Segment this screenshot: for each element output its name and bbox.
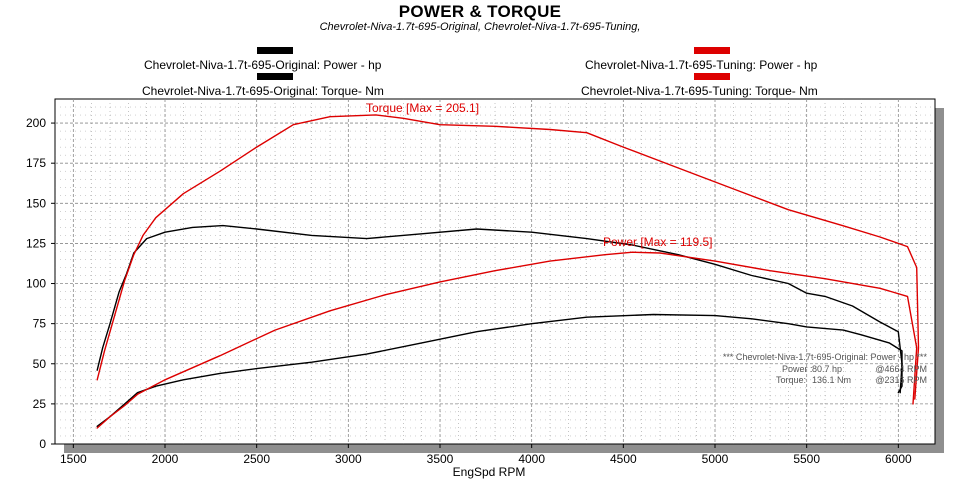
series-line-tuning-torque (96, 114, 920, 400)
chart-title: POWER & TORQUE (398, 2, 562, 21)
x-tick-label: 2000 (152, 452, 179, 466)
x-tick-label: 2500 (243, 452, 270, 466)
info-power-label: Power : (782, 364, 813, 374)
info-torque-value: 136.1 Nm (812, 375, 851, 385)
y-tick-label: 175 (26, 156, 46, 170)
x-tick-label: 5000 (702, 452, 729, 466)
y-tick-label: 75 (33, 317, 47, 331)
x-tick-label: 6000 (885, 452, 912, 466)
power-max-annotation: Power [Max = 119.5] (603, 235, 713, 249)
legend-item-original-power: Chevrolet-Niva-1.7t-695-Original: Power … (144, 58, 382, 72)
x-tick-label: 1500 (60, 452, 87, 466)
legend-swatch-original-power (257, 47, 293, 54)
legend-swatch-original-torque (257, 73, 293, 80)
series-line-original-power (96, 313, 903, 427)
x-tick-label: 5500 (793, 452, 820, 466)
chart-subtitle: Chevrolet-Niva-1.7t-695-Original, Chevro… (319, 21, 641, 33)
legend-swatch-tuning-torque (694, 73, 730, 80)
y-tick-label: 150 (26, 196, 46, 210)
info-torque-rpm: @2316 RPM (875, 375, 927, 385)
x-axis-label: EngSpd RPM (453, 465, 526, 479)
y-tick-label: 25 (33, 397, 47, 411)
torque-max-annotation: Torque [Max = 205.1] (366, 101, 479, 115)
legend-item-tuning-power: Chevrolet-Niva-1.7t-695-Tuning: Power - … (585, 58, 818, 72)
legend-item-original-torque: Chevrolet-Niva-1.7t-695-Original: Torque… (142, 84, 384, 98)
legend-swatch-tuning-power (694, 47, 730, 54)
y-tick-label: 50 (33, 357, 47, 371)
info-power-value: 80.7 hp (812, 364, 842, 374)
x-tick-label: 3500 (427, 452, 454, 466)
y-tick-label: 100 (26, 277, 46, 291)
x-tick-label: 3000 (335, 452, 362, 466)
info-power-rpm: @4664 RPM (875, 364, 927, 374)
series-line-tuning-power (96, 251, 918, 429)
legend-item-tuning-torque: Chevrolet-Niva-1.7t-695-Tuning: Torque- … (581, 84, 818, 98)
info-torque-label: Torque: (776, 375, 806, 385)
info-box: *** Chevrolet-Niva-1.7t-695-Original: Po… (723, 352, 928, 385)
info-box-header: *** Chevrolet-Niva-1.7t-695-Original: Po… (723, 352, 928, 362)
y-tick-label: 125 (26, 236, 46, 250)
x-tick-label: 4000 (518, 452, 545, 466)
x-tick-label: 4500 (610, 452, 637, 466)
y-tick-label: 200 (26, 116, 46, 130)
y-tick-label: 0 (39, 437, 46, 451)
